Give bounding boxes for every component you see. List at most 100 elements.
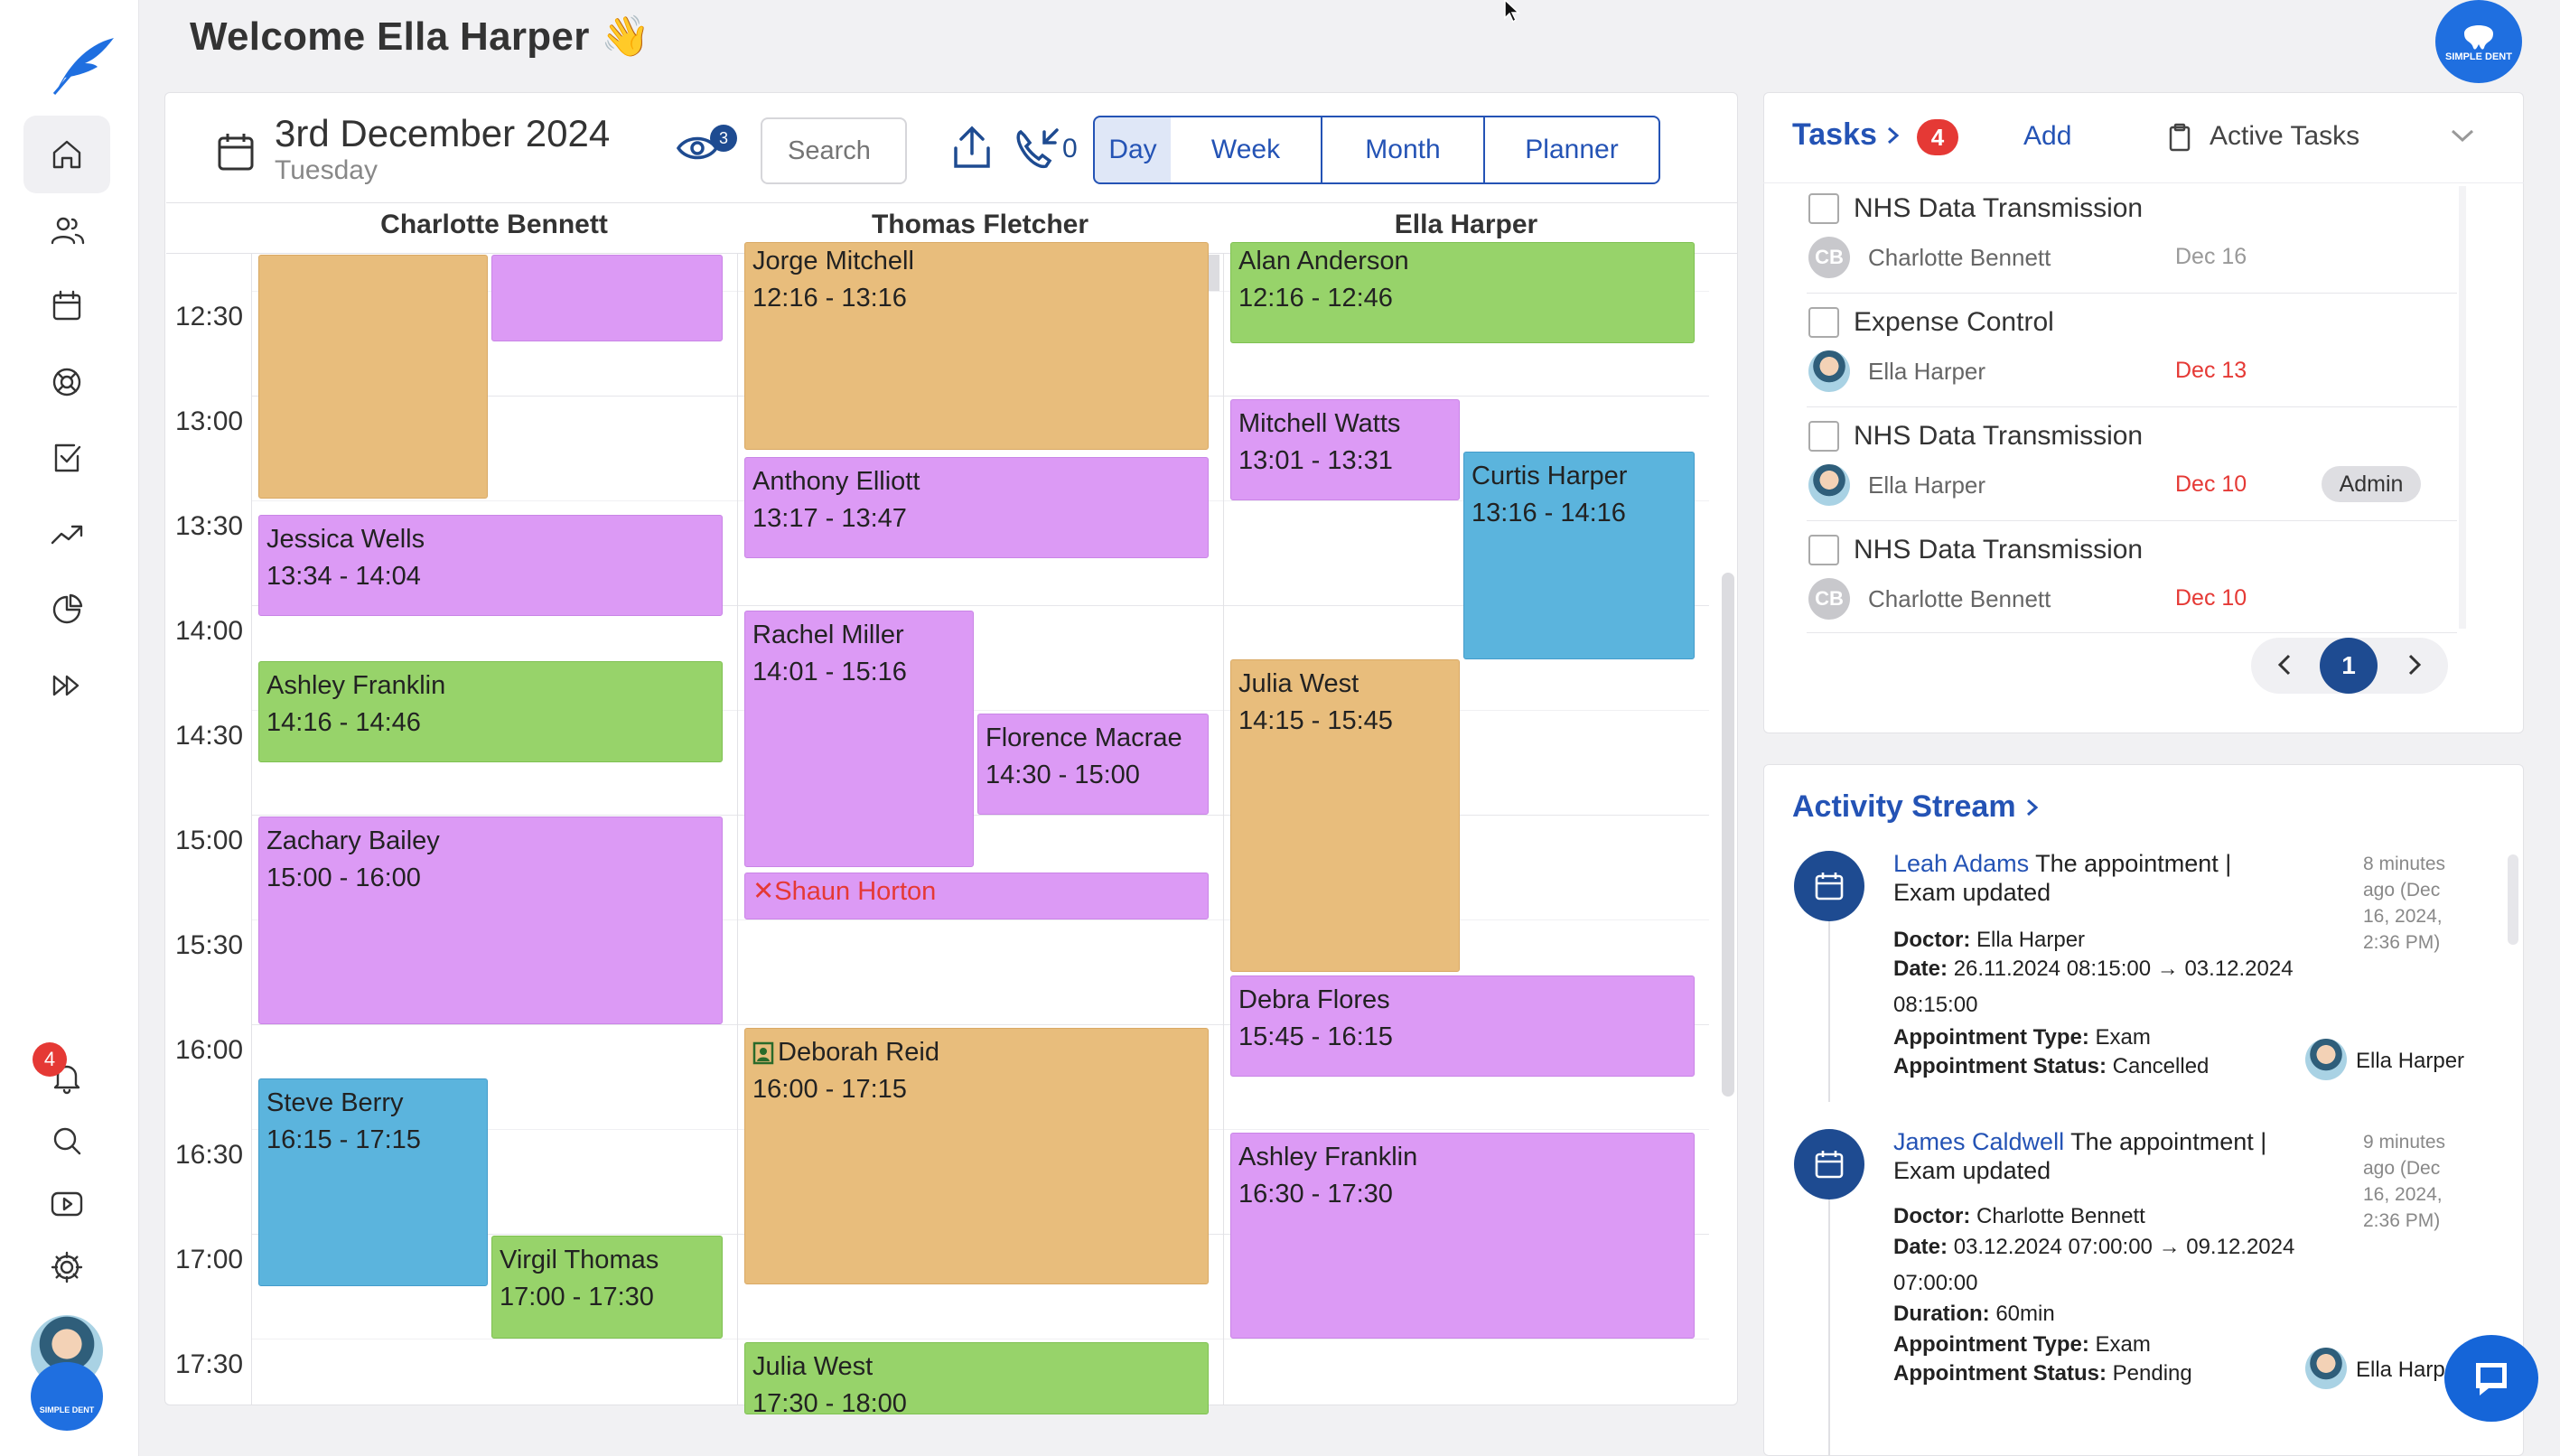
search-input[interactable] [761,117,907,184]
search-icon[interactable] [23,1102,110,1180]
home-icon[interactable] [23,116,110,193]
appointment-block[interactable]: Florence Macrae 14:30 - 15:00 [977,714,1209,815]
task-user: Ella Harper [1868,358,1986,385]
appointment-block[interactable]: Ashley Franklin 14:16 - 14:46 [258,661,723,762]
appointment-block[interactable]: Julia West 17:30 - 18:00 [744,1342,1209,1414]
chevron-right-icon [2026,798,2038,816]
activity-headline: Leah Adams The appointment | [1893,849,2231,879]
tasks-icon[interactable] [23,419,110,497]
appointment-time: 15:00 - 16:00 [266,863,421,892]
photo-icon [752,1041,774,1064]
users-icon[interactable] [23,191,110,269]
activity-detail: Appointment Type: Exam [1893,1025,2151,1050]
appointment-block-cancelled[interactable]: ✕Shaun Horton [744,873,1209,919]
grid-column-line [737,253,738,1405]
appointment-name: ✕Shaun Horton [752,877,937,906]
appointment-time: 13:17 - 13:47 [752,504,907,533]
brand-avatar-top[interactable]: SIMPLE DENT [2435,0,2522,83]
appointment-time: 14:30 - 15:00 [986,761,1140,789]
task-user: Charlotte Bennett [1868,585,2051,612]
avatar [2305,1039,2347,1080]
appointment-block[interactable]: Alan Anderson 12:16 - 12:46 [1230,242,1695,343]
missed-calls-icon[interactable] [1014,126,1060,176]
gear-icon[interactable] [23,1228,110,1306]
chevron-right-icon [1887,126,1900,144]
task-separator [1807,520,2457,521]
appointment-name: Zachary Bailey [266,826,440,855]
support-icon[interactable] [23,343,110,421]
task-checkbox[interactable] [1808,535,1839,565]
appointment-name: Jessica Wells [266,525,425,554]
appointment-block[interactable]: Rachel Miller 14:01 - 15:16 [744,611,974,867]
calendar-icon[interactable] [23,267,110,345]
appointment-block[interactable]: Jessica Wells 13:34 - 14:04 [258,515,723,616]
clipboard-icon [2168,123,2191,156]
view-day-button[interactable]: Day [1093,116,1173,184]
tasks-scrollbar[interactable] [2459,186,2466,629]
appointment-time: 14:16 - 14:46 [266,708,421,737]
appointment-block[interactable]: Julia West 14:15 - 15:45 [1230,659,1460,972]
appointment-block[interactable] [258,255,488,499]
activity-detail: Duration: 60min [1893,1302,2055,1326]
appointment-block[interactable]: Curtis Harper 13:16 - 14:16 [1463,452,1695,659]
activity-actor-link[interactable]: James Caldwell [1893,1128,2065,1155]
add-task-button[interactable]: Add [2023,121,2072,151]
activity-timeline-line [1828,921,1830,1102]
appointment-block[interactable]: Mitchell Watts 13:01 - 13:31 [1230,399,1460,500]
missed-calls-count: 0 [1062,134,1078,163]
activity-stream-title-link[interactable]: Activity Stream [1792,789,2040,825]
logo-feather-icon[interactable] [49,33,117,96]
pie-chart-icon[interactable] [23,571,110,649]
video-icon[interactable] [23,1165,110,1243]
chevron-down-icon[interactable] [2450,128,2475,149]
task-date: Dec 10 [2175,585,2247,611]
appointment-name: Curtis Harper [1472,462,1628,490]
next-page-icon[interactable] [2406,652,2423,682]
view-week-button[interactable]: Week [1171,116,1322,184]
activity-detail: Date: 03.12.2024 07:00:00 → 09.12.2024 [1893,1235,2295,1259]
grid-line [251,1024,1709,1025]
task-checkbox[interactable] [1808,307,1839,338]
export-icon[interactable] [950,125,994,176]
column-scrollbar[interactable] [1209,255,1219,291]
appointment-block[interactable]: Virgil Thomas 17:00 - 17:30 [491,1236,723,1339]
activity-detail: Appointment Type: Exam [1893,1332,2151,1357]
appointment-block[interactable]: Zachary Bailey 15:00 - 16:00 [258,817,723,1024]
view-planner-button[interactable]: Planner [1483,116,1660,184]
active-tasks-filter[interactable]: Active Tasks [2210,121,2360,151]
time-label: 13:30 [175,511,244,541]
time-label: 16:30 [175,1140,244,1170]
chat-button[interactable] [2444,1335,2538,1422]
appointment-block[interactable]: Jorge Mitchell 12:16 - 13:16 [744,242,1209,450]
prev-page-icon[interactable] [2276,652,2293,682]
activity-actor-link[interactable]: Leah Adams [1893,850,2030,877]
appointment-block[interactable]: Anthony Elliott 13:17 - 13:47 [744,457,1209,558]
time-label: 17:00 [175,1245,244,1274]
appointment-block[interactable]: Ashley Franklin 16:30 - 17:30 [1230,1133,1695,1339]
task-checkbox[interactable] [1808,193,1839,224]
column-header-charlotte: Charlotte Bennett [380,210,608,239]
appointment-block[interactable] [491,255,723,341]
fast-forward-icon[interactable] [23,647,110,724]
appointment-block[interactable]: Deborah Reid 16:00 - 17:15 [744,1028,1209,1284]
task-checkbox[interactable] [1808,421,1839,452]
activity-headline: James Caldwell The appointment | [1893,1127,2266,1157]
appointment-name: Virgil Thomas [500,1246,659,1274]
activity-text: The appointment | [2070,1128,2267,1155]
activity-scrollbar[interactable] [2508,854,2518,945]
task-title: NHS Data Transmission [1854,421,2144,451]
appointment-time: 13:16 - 14:16 [1472,499,1626,527]
tasks-title-link[interactable]: Tasks [1792,117,1901,153]
appointment-block[interactable]: Debra Flores 15:45 - 16:15 [1230,975,1695,1077]
calendar-date-icon[interactable] [217,132,255,176]
task-user: Charlotte Bennett [1868,244,2051,271]
brand-avatar[interactable]: SIMPLE DENT [31,1362,103,1431]
appointment-block[interactable]: Steve Berry 16:15 - 17:15 [258,1078,488,1286]
appointment-time: 16:00 - 17:15 [752,1075,907,1104]
calendar-scrollbar[interactable] [1722,573,1734,1097]
grid-line [251,605,1709,606]
page-1-button[interactable]: 1 [2320,638,2378,694]
trend-icon[interactable] [23,495,110,573]
view-month-button[interactable]: Month [1321,116,1485,184]
task-date: Dec 10 [2175,471,2247,497]
